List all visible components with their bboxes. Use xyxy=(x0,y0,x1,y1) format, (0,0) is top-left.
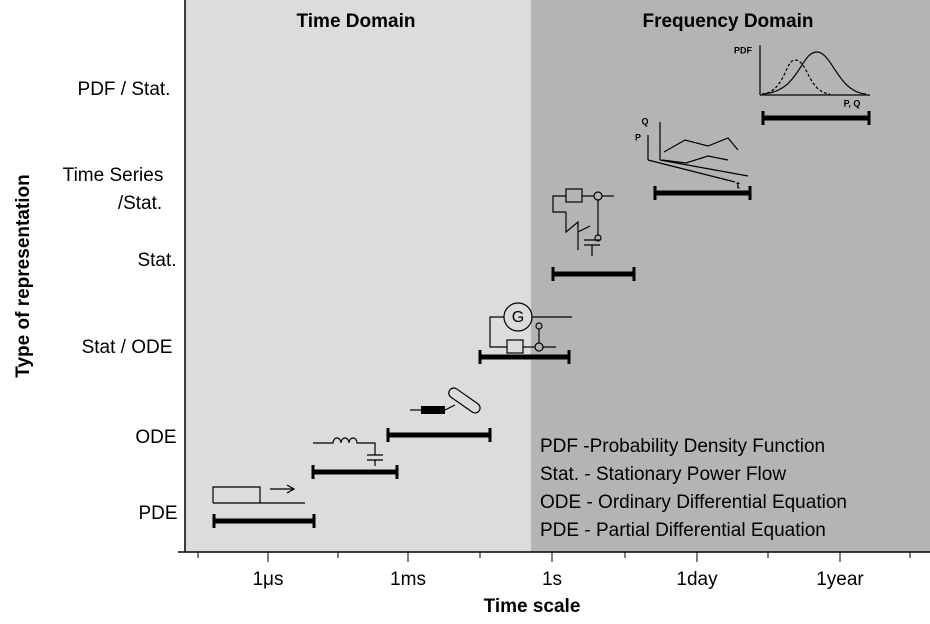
icons-part xyxy=(212,486,261,503)
icons-part xyxy=(552,195,566,213)
range-bars xyxy=(212,111,871,528)
icons-part xyxy=(663,137,739,153)
y-category: Stat / ODE xyxy=(82,337,173,358)
icons xyxy=(212,45,870,504)
icons-part xyxy=(444,404,456,411)
x-tick-label: 1year xyxy=(816,569,864,590)
y-axis-label: Type of representation xyxy=(13,174,34,377)
y-category: PDF / Stat. xyxy=(78,79,171,100)
y-category: PDE xyxy=(138,503,177,524)
icon-label: P xyxy=(635,132,641,142)
y-category: Stat. xyxy=(137,250,176,271)
time-domain-title: Time Domain xyxy=(297,11,416,32)
icons-part xyxy=(659,159,749,177)
icon-label: Q xyxy=(641,116,648,126)
y-category: ODE xyxy=(135,427,176,448)
icons-part xyxy=(661,155,729,164)
x-tick-label: 1s xyxy=(542,569,562,590)
x-tick-label: 1day xyxy=(676,569,718,590)
axes xyxy=(178,0,930,562)
y-category: /Stat. xyxy=(118,193,162,214)
legend-entry: PDF -Probability Density Function xyxy=(540,436,825,457)
icons-part xyxy=(761,59,831,95)
icon-label: G xyxy=(512,309,524,326)
y-category: Time Series xyxy=(63,165,164,186)
icons-part xyxy=(313,437,383,466)
legend-entry: PDE - Partial Differential Equation xyxy=(540,520,826,541)
icon-label: P, Q xyxy=(844,98,861,108)
icons-part xyxy=(448,387,481,414)
icons-part xyxy=(489,316,507,348)
icons-part-part xyxy=(448,387,481,414)
icons-part xyxy=(761,51,867,95)
x-axis-label: Time scale xyxy=(484,596,581,617)
icons-part xyxy=(647,159,736,183)
icons-part xyxy=(565,212,600,256)
x-tick-label: 1μs xyxy=(252,569,283,590)
legend-entry: Stat. - Stationary Power Flow xyxy=(540,464,786,485)
frequency-domain-title: Frequency Domain xyxy=(642,11,813,32)
time-domain-region xyxy=(185,0,531,552)
x-tick-label: 1ms xyxy=(390,569,426,590)
icon-label: t xyxy=(736,181,740,192)
icons-part xyxy=(421,406,445,414)
icon-label: PDF xyxy=(734,45,753,55)
legend-entry: ODE - Ordinary Differential Equation xyxy=(540,492,847,513)
icons-part xyxy=(286,484,296,494)
